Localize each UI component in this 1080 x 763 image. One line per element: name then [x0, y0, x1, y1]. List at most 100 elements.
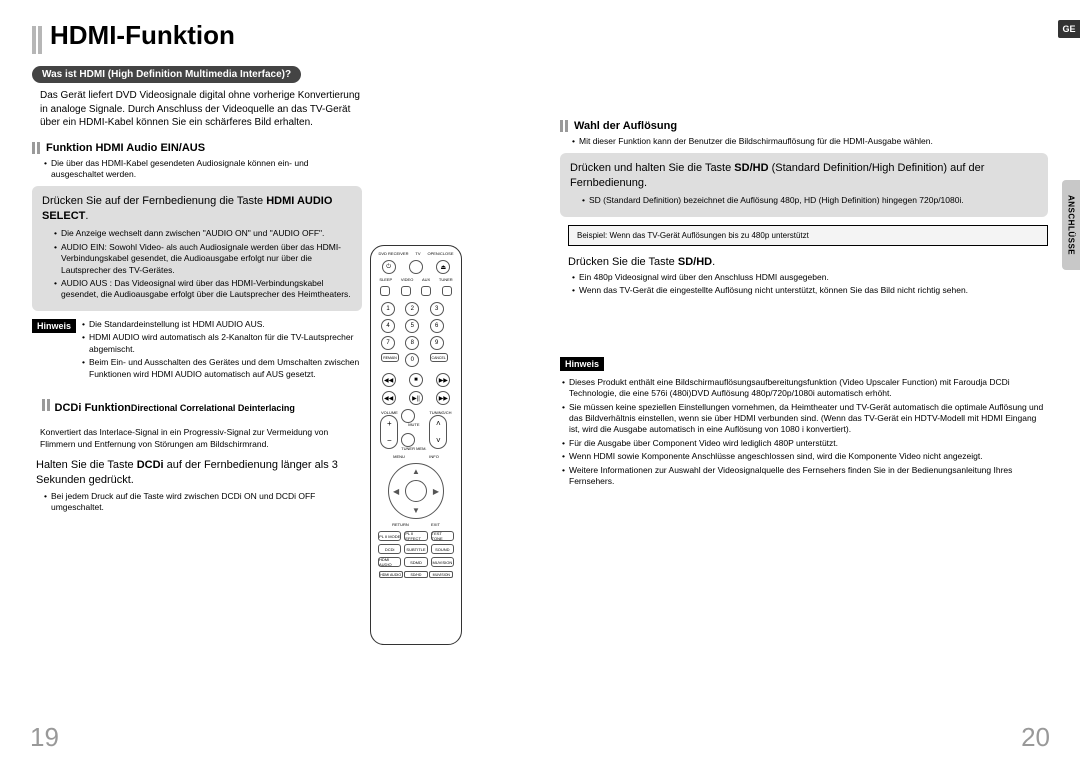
- hinweis1-bullet: HDMI AUDIO wird automatisch als 2-Kanalt…: [82, 332, 362, 355]
- hinweis-label: Hinweis: [32, 319, 76, 333]
- page-number-left: 19: [30, 722, 59, 753]
- dpad-center: [405, 480, 427, 502]
- hinweis3-bullet: Dieses Produkt enthält eine Bildschirmau…: [562, 377, 1048, 400]
- rc-grid-btn: SUBTITLE: [404, 544, 427, 554]
- next-icon: ▶▶: [436, 391, 450, 405]
- heading-audio-onoff: Funktion HDMI Audio EIN/AUS: [32, 142, 362, 154]
- volume-label: VOLUME: [380, 411, 398, 415]
- numpad-9: 9: [430, 336, 444, 350]
- rc-btn: [380, 286, 390, 296]
- panel-hdmi-audio-select: Drücken Sie auf der Fernbedienung die Ta…: [32, 186, 362, 311]
- remain-button: REMAIN: [381, 353, 399, 362]
- res-note: Mit dieser Funktion kann der Benutzer di…: [572, 136, 1048, 147]
- section-tab-text: ANSCHLÜSSE: [1067, 195, 1076, 255]
- numpad-6: 6: [430, 319, 444, 333]
- pill-hdmi-definition: Was ist HDMI (High Definition Multimedia…: [32, 66, 301, 83]
- dcdi-toggle-note: Bei jedem Druck auf die Taste wird zwisc…: [44, 491, 362, 514]
- rc-label: OPEN/CLOSE: [427, 252, 453, 256]
- rewind-icon: ◀◀: [382, 373, 396, 387]
- prev-icon: ◀◀: [382, 391, 396, 405]
- eject-icon: ⏏: [436, 260, 450, 274]
- numpad-3: 3: [430, 302, 444, 316]
- numpad-7: 7: [381, 336, 395, 350]
- tuning-rocker: ˄˅: [429, 415, 447, 449]
- tv-button: [409, 260, 423, 274]
- panel1-bullet: Die Anzeige wechselt dann zwischen "AUDI…: [54, 228, 352, 239]
- title-stripes: [32, 26, 44, 54]
- push-sdhd-instruction: Drücken Sie die Taste SD/HD.: [568, 256, 1048, 268]
- hinweis1-bullet: Beim Ein- und Ausschalten des Gerätes un…: [82, 357, 362, 380]
- dcdi-heading-a: DCDi Funktion: [55, 402, 131, 414]
- hinweis-block-1: Hinweis Die Standardeinstellung ist HDMI…: [32, 319, 362, 382]
- hinweis3-bullet: Sie müssen keine speziellen Einstellunge…: [562, 402, 1048, 436]
- push-b: SD/HD: [678, 256, 712, 268]
- panel-sdhd-lead: Drücken und halten Sie die Taste SD/HD (…: [570, 161, 1038, 191]
- rc-label: TUNER: [439, 278, 453, 282]
- exit-label: EXIT: [431, 523, 440, 527]
- audio-note: Die über das HDMI-Kabel gesendeten Audio…: [44, 158, 362, 181]
- rc-grid-btn: TEST TONE: [431, 531, 454, 541]
- push-bullet: Ein 480p Videosignal wird über den Ansch…: [572, 272, 1048, 283]
- heading-dcdi: DCDi Funktion Directional Correlational …: [32, 392, 362, 421]
- info-label: INFO: [429, 455, 439, 459]
- heading-audio-onoff-text: Funktion HDMI Audio EIN/AUS: [46, 142, 205, 154]
- dcdi-desc: Konvertiert das Interlace-Signal in ein …: [40, 427, 362, 450]
- hinweis3-bullet: Für die Ausgabe über Component Video wir…: [562, 438, 1048, 449]
- push-c: .: [712, 256, 715, 268]
- forward-icon: ▶▶: [436, 373, 450, 387]
- cancel-button: CANCEL: [430, 353, 448, 362]
- numpad-1: 1: [381, 302, 395, 316]
- left-column: Was ist HDMI (High Definition Multimedia…: [32, 66, 362, 514]
- panel1-lead-c: .: [85, 210, 88, 222]
- volume-rocker: +−: [380, 415, 398, 449]
- hinweis3-bullet: Wenn HDMI sowie Komponente Anschlüsse an…: [562, 451, 1048, 462]
- rc-grid-btn: PL II EFFECT: [404, 531, 427, 541]
- page-number-right: 20: [1021, 722, 1050, 753]
- panel1-bullet: AUDIO EIN: Sowohl Video- als auch Audios…: [54, 242, 352, 276]
- panel2-lead-b: SD/HD: [734, 162, 768, 174]
- panel2-bullet: SD (Standard Definition) bezeichnet die …: [582, 195, 1038, 206]
- tuner-mem-button: [401, 433, 415, 447]
- rc-btn: [401, 286, 411, 296]
- dpad: ▲▼◀▶: [388, 463, 444, 519]
- hdmi-definition-body: Das Gerät liefert DVD Videosignale digit…: [40, 89, 362, 130]
- rc-label: DVD RECEIVER: [378, 252, 408, 256]
- panel-sdhd: Drücken und halten Sie die Taste SD/HD (…: [560, 153, 1048, 216]
- numpad-8: 8: [405, 336, 419, 350]
- rc-grid-btn: MUVISION: [431, 557, 454, 567]
- remote-illustration: DVD RECEIVERTVOPEN/CLOSE ⏻⏏ SLEEPVIDEOAU…: [370, 245, 462, 645]
- rc-label: SLEEP: [379, 278, 392, 282]
- numpad-5: 5: [405, 319, 419, 333]
- heading-resolution: Wahl der Auflösung: [560, 120, 1048, 132]
- rc-bottom-btn: MUVISION: [429, 571, 453, 578]
- rc-label: TV: [415, 252, 420, 256]
- rc-grid-btn: DCDi: [378, 544, 401, 554]
- rc-btn: [442, 286, 452, 296]
- menu-label: MENU: [393, 455, 405, 459]
- dcdi-hold-a: Halten Sie die Taste: [36, 459, 137, 471]
- mute-label: MUTE: [401, 423, 426, 427]
- rc-bottom-btn: SD/HD: [404, 571, 428, 578]
- tuner-mem-label: TUNER MEM.: [401, 447, 426, 451]
- right-column: Wahl der Auflösung Mit dieser Funktion k…: [560, 120, 1048, 490]
- panel1-bullet: AUDIO AUS : Das Videosignal wird über da…: [54, 278, 352, 301]
- example-box: Beispiel: Wenn das TV-Gerät Auflösungen …: [568, 225, 1048, 246]
- rc-grid-btn: SOUND: [431, 544, 454, 554]
- panel-lead: Drücken Sie auf der Fernbedienung die Ta…: [42, 194, 352, 224]
- rc-label: AUX: [422, 278, 430, 282]
- power-icon: ⏻: [382, 260, 396, 274]
- rc-grid-btn: PL II MODE: [378, 531, 401, 541]
- rc-btn: [421, 286, 431, 296]
- dcdi-hold-b: DCDi: [137, 459, 164, 471]
- rc-bottom-btn: HDMI AUDIO: [379, 571, 403, 578]
- return-label: RETURN: [392, 523, 409, 527]
- playpause-icon: ▶||: [409, 391, 423, 405]
- dcdi-hold-instruction: Halten Sie die Taste DCDi auf der Fernbe…: [36, 458, 362, 488]
- numpad-0: 0: [405, 353, 419, 367]
- page-title: HDMI-Funktion: [50, 20, 235, 51]
- panel1-lead-a: Drücken Sie auf der Fernbedienung die Ta…: [42, 195, 266, 207]
- numpad-2: 2: [405, 302, 419, 316]
- section-tab: ANSCHLÜSSE: [1062, 180, 1080, 270]
- stop-icon: ■: [409, 373, 423, 387]
- heading-resolution-text: Wahl der Auflösung: [574, 120, 677, 132]
